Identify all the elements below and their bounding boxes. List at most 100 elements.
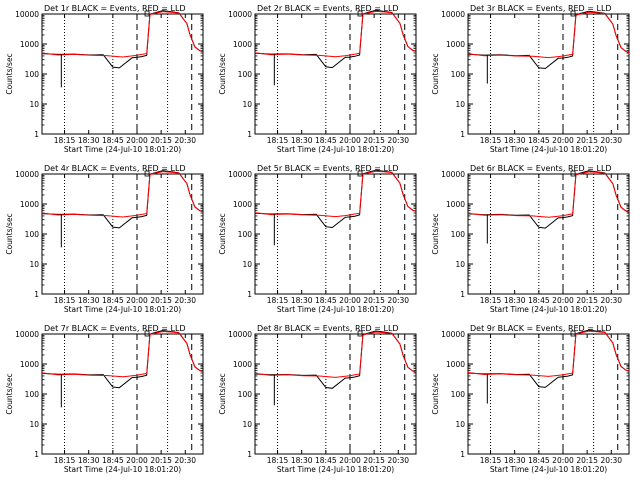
x-tick-label: 20:15 [150,296,172,305]
x-tick-label: 18:15 [54,136,76,145]
x-tick-label: 18:30 [78,136,100,145]
y-tick-label: 100 [451,70,466,79]
series-lld-line [254,331,417,378]
x-tick-label: 18:30 [504,456,526,465]
y-tick-label: 10 [242,260,252,269]
y-axis-label: Counts/sec [5,53,14,94]
x-tick-label: 20:00 [552,296,574,305]
y-axis-label: Counts/sec [218,373,227,414]
y-tick-label: 1 [34,450,39,459]
panel-8: Det 8r BLACK = Events, RED = LLD 1 10 100 10… [218,324,417,474]
panel-title: Det 7r BLACK = Events, RED = LLD [44,324,186,333]
x-tick-label: 20:30 [387,296,409,305]
panel-title: Det 5r BLACK = Events, RED = LLD [257,164,399,173]
y-tick-label: 1000 [20,360,39,369]
y-tick-label: 10000 [441,170,465,179]
saturation-marker [570,10,576,17]
panel-9: Det 9r BLACK = Events, RED = LLD 1 10 100 10… [431,324,630,474]
series-lld-line [254,10,417,58]
x-tick-label: 20:30 [600,136,622,145]
x-tick-label: 20:30 [600,296,622,305]
y-tick-label: 10 [29,260,39,269]
x-tick-label: 18:15 [267,296,289,305]
y-tick-label: 100 [25,390,40,399]
saturation-marker [357,330,363,337]
axes-frame [467,333,630,455]
series-lld-line [41,11,204,58]
axes-frame [41,333,204,455]
x-tick-label: 20:00 [126,296,148,305]
y-tick-label: 10000 [228,10,252,19]
x-tick-label: 20:15 [576,456,598,465]
x-tick-label: 18:45 [315,296,337,305]
x-tick-label: 18:30 [504,296,526,305]
y-tick-label: 1000 [446,200,465,209]
x-tick-label: 18:45 [315,456,337,465]
x-tick-label: 20:00 [126,136,148,145]
y-tick-label: 10 [29,100,39,109]
panel-7: Det 7r BLACK = Events, RED = LLD 1 10 100 10… [5,324,204,474]
axes-frame [254,333,417,455]
axes-frame [41,13,204,135]
panels: Det 1r BLACK = Events, RED = LLD 1 10 100 10… [5,4,630,474]
y-axis-label: Counts/sec [218,213,227,254]
x-tick-label: 20:15 [150,136,172,145]
panel-3: Det 3r BLACK = Events, RED = LLD 1 10 100 10… [431,4,630,154]
x-tick-label: 18:45 [528,136,550,145]
y-tick-label: 1000 [233,40,252,49]
y-tick-label: 1 [460,130,465,139]
x-tick-label: 18:45 [315,136,337,145]
axes-frame [254,13,417,135]
x-tick-label: 20:15 [150,456,172,465]
series-events-line [41,170,204,229]
y-tick-label: 1 [247,130,252,139]
x-axis-label: Start Time (24-Jul-10 18:01:20) [490,465,607,474]
x-tick-label: 20:00 [339,296,361,305]
x-tick-label: 20:15 [363,296,385,305]
y-tick-label: 10 [455,100,465,109]
saturation-marker [144,10,150,17]
y-tick-label: 10000 [228,170,252,179]
x-tick-label: 18:15 [267,136,289,145]
saturation-marker [144,170,150,177]
y-tick-label: 10000 [441,10,465,19]
x-axis-label: Start Time (24-Jul-10 18:01:20) [64,465,181,474]
x-axis-label: Start Time (24-Jul-10 18:01:20) [277,145,394,154]
series-events-line [41,10,204,69]
x-tick-label: 20:30 [387,136,409,145]
y-tick-label: 1000 [233,360,252,369]
saturation-marker [357,170,363,177]
x-tick-label: 18:15 [480,136,502,145]
series-lld-line [41,330,204,378]
x-tick-label: 18:45 [102,296,124,305]
y-tick-label: 10 [29,420,39,429]
series-lld-line [467,330,630,377]
panel-title: Det 6r BLACK = Events, RED = LLD [470,164,612,173]
axes-frame [467,13,630,135]
x-tick-label: 20:30 [600,456,622,465]
y-tick-label: 1000 [20,40,39,49]
x-tick-label: 18:15 [480,296,502,305]
x-tick-label: 18:30 [291,136,313,145]
series-events-line [254,330,417,389]
y-axis-label: Counts/sec [5,213,14,254]
saturation-marker [357,10,363,17]
y-tick-label: 1000 [233,200,252,209]
y-tick-label: 100 [25,70,40,79]
y-tick-label: 1 [247,290,252,299]
series-events-line [467,329,630,388]
y-tick-label: 10000 [15,10,39,19]
x-tick-label: 20:15 [363,456,385,465]
x-axis-label: Start Time (24-Jul-10 18:01:20) [490,305,607,314]
y-tick-label: 100 [451,390,466,399]
y-tick-label: 10 [455,420,465,429]
y-tick-label: 10000 [228,330,252,339]
x-tick-label: 20:15 [576,296,598,305]
y-tick-label: 100 [238,230,253,239]
y-tick-label: 10000 [15,330,39,339]
x-tick-label: 20:30 [174,456,196,465]
series-lld-line [41,171,204,218]
x-tick-label: 18:30 [78,296,100,305]
y-tick-label: 10000 [441,330,465,339]
x-tick-label: 18:45 [102,136,124,145]
